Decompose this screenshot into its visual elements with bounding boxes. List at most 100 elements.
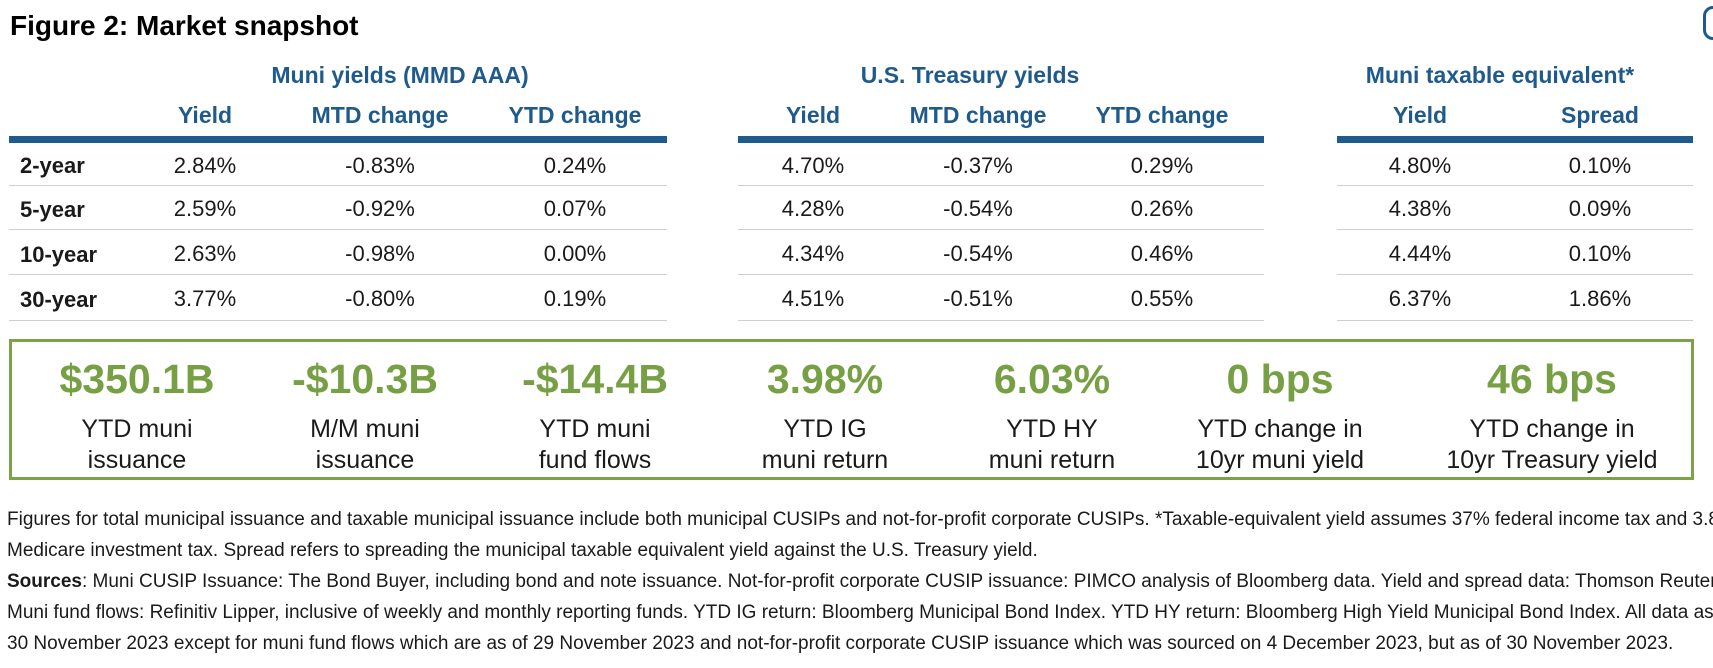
stat-label-line2: muni return	[761, 446, 889, 474]
header-rule-muni	[9, 136, 667, 143]
table-cell: 4.51%	[781, 286, 845, 311]
table-cell: -0.80%	[345, 286, 415, 311]
table-cell: 4.28%	[781, 196, 845, 221]
group-header-treasury: U.S. Treasury yields	[860, 62, 1080, 88]
stat-value: 3.98%	[766, 356, 884, 402]
stat-label-line1: M/M muni	[310, 415, 420, 443]
stat-label-line2: fund flows	[538, 446, 652, 474]
table-cell: 4.38%	[1388, 196, 1452, 221]
sources-label: Sources	[7, 571, 82, 592]
stat-label-line1: YTD change in	[1197, 415, 1363, 443]
table-cell: -0.51%	[943, 286, 1013, 311]
table-cell: 3.77%	[173, 286, 237, 311]
stat-label-line2: 10yr muni yield	[1195, 446, 1365, 474]
figure-title: Figure 2: Market snapshot	[10, 10, 359, 41]
page-edge-marker	[1703, 6, 1713, 40]
table-cell: 0.29%	[1130, 153, 1194, 178]
row-divider	[738, 274, 1264, 275]
sources-line-2: Muni fund flows: Refinitiv Lipper, inclu…	[7, 602, 1713, 623]
stat-fund-flows: -$14.4B YTD muni fund flows	[485, 342, 705, 477]
stat-value: 6.03%	[993, 356, 1111, 402]
row-label: 10-year	[20, 242, 98, 267]
footnote-line-2: Medicare investment tax. Spread refers t…	[7, 540, 1038, 561]
stat-label-line2: issuance	[87, 446, 187, 474]
table-cell: 0.19%	[543, 286, 607, 311]
stat-label-line1: YTD muni	[539, 415, 651, 443]
table-cell: 2.63%	[173, 241, 237, 266]
table-cell: 2.59%	[173, 196, 237, 221]
table-cell: 0.24%	[543, 153, 607, 178]
stat-value: $350.1B	[59, 356, 215, 402]
table-cell: -0.98%	[345, 241, 415, 266]
row-divider	[1337, 229, 1693, 230]
stat-label-line2: issuance	[315, 446, 415, 474]
table-cell: -0.54%	[943, 196, 1013, 221]
table-cell: -0.54%	[943, 241, 1013, 266]
sources-text: : Muni CUSIP Issuance: The Bond Buyer, i…	[81, 571, 1713, 592]
col-header-taxable-yield: Yield	[1392, 102, 1448, 128]
stat-label-line2: muni return	[988, 446, 1116, 474]
stat-ytd-issuance: $350.1B YTD muni issuance	[27, 342, 247, 477]
stat-label-line1: YTD HY	[1006, 415, 1098, 443]
col-header-treasury-mtd: MTD change	[909, 102, 1047, 128]
table-cell: 2.84%	[173, 153, 237, 178]
row-divider	[9, 185, 667, 186]
row-divider	[9, 229, 667, 230]
table-cell: 0.55%	[1130, 286, 1194, 311]
header-rule-taxable	[1337, 136, 1693, 143]
row-label: 30-year	[20, 287, 98, 312]
col-header-muni-ytd: YTD change	[508, 102, 642, 128]
sources-line-1: Sources: Muni CUSIP Issuance: The Bond B…	[7, 566, 1713, 597]
group-header-muni: Muni yields (MMD AAA)	[271, 62, 529, 88]
stat-value: -$10.3B	[292, 356, 438, 402]
stat-label-line2: 10yr Treasury yield	[1446, 446, 1658, 474]
stat-muni-yield-change: 0 bps YTD change in 10yr muni yield	[1160, 342, 1400, 477]
table-cell: -0.92%	[345, 196, 415, 221]
row-divider	[1337, 320, 1693, 321]
col-header-muni-yield: Yield	[177, 102, 233, 128]
stat-label-line1: YTD IG	[783, 415, 867, 443]
table-cell: 4.70%	[781, 153, 845, 178]
stat-hy-return: 6.03% YTD HY muni return	[942, 342, 1162, 477]
row-divider	[738, 320, 1264, 321]
stat-value: 46 bps	[1487, 356, 1617, 402]
table-cell: 4.80%	[1388, 153, 1452, 178]
col-header-treasury-yield: Yield	[785, 102, 841, 128]
table-cell: 0.46%	[1130, 241, 1194, 266]
row-divider	[1337, 185, 1693, 186]
table-cell: -0.37%	[943, 153, 1013, 178]
table-cell: 4.34%	[781, 241, 845, 266]
table-cell: 0.00%	[543, 241, 607, 266]
row-divider	[738, 229, 1264, 230]
row-divider	[9, 320, 667, 321]
footnote-line-1: Figures for total municipal issuance and…	[7, 509, 1713, 530]
table-cell: 1.86%	[1568, 286, 1632, 311]
table-cell: 6.37%	[1388, 286, 1452, 311]
table-cell: 0.26%	[1130, 196, 1194, 221]
stat-mm-issuance: -$10.3B M/M muni issuance	[255, 342, 475, 477]
row-divider	[9, 274, 667, 275]
stat-ig-return: 3.98% YTD IG muni return	[715, 342, 935, 477]
stat-value: 0 bps	[1226, 356, 1334, 402]
table-cell: 0.10%	[1568, 153, 1632, 178]
header-rule-treasury	[738, 136, 1264, 143]
table-cell: 0.09%	[1568, 196, 1632, 221]
table-cell: -0.83%	[345, 153, 415, 178]
sources-line-3: 30 November 2023 except for muni fund fl…	[7, 633, 1674, 654]
col-header-muni-mtd: MTD change	[311, 102, 449, 128]
stat-treasury-yield-change: 46 bps YTD change in 10yr Treasury yield	[1417, 342, 1687, 477]
table-cell: 0.10%	[1568, 241, 1632, 266]
col-header-taxable-spread: Spread	[1561, 102, 1639, 128]
stat-label-line1: YTD change in	[1469, 415, 1635, 443]
row-label: 2-year	[20, 153, 85, 178]
stat-label-line1: YTD muni	[81, 415, 193, 443]
col-header-treasury-ytd: YTD change	[1095, 102, 1229, 128]
row-label: 5-year	[20, 197, 85, 222]
stats-panel: $350.1B YTD muni issuance -$10.3B M/M mu…	[9, 339, 1694, 480]
row-divider	[738, 185, 1264, 186]
table-cell: 0.07%	[543, 196, 607, 221]
row-divider	[1337, 274, 1693, 275]
stat-value: -$14.4B	[522, 356, 668, 402]
table-cell: 4.44%	[1388, 241, 1452, 266]
group-header-taxable: Muni taxable equivalent*	[1365, 62, 1635, 88]
